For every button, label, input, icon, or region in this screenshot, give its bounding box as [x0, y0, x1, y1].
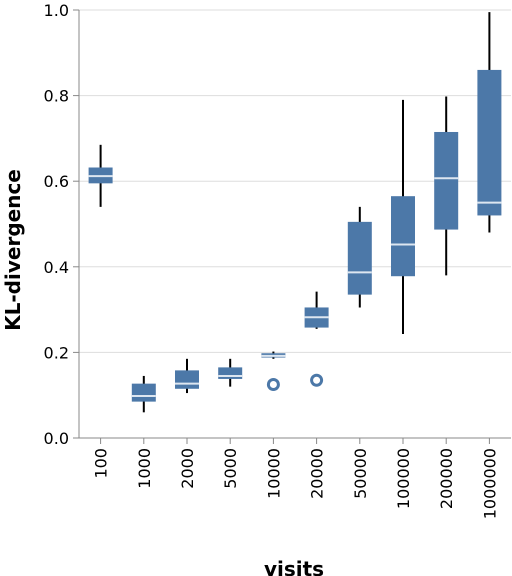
x-tick-label: 1000000	[480, 448, 499, 519]
box-iqr	[175, 370, 199, 389]
y-tick-label: 0.2	[44, 343, 69, 362]
box-plot-series	[88, 12, 502, 413]
x-axis-title: visits	[264, 557, 324, 576]
y-tick-label: 0.0	[44, 429, 69, 448]
outlier-point	[266, 378, 280, 391]
box-20000	[304, 291, 329, 387]
box-iqr	[131, 383, 156, 402]
box-5000	[218, 358, 243, 387]
box-iqr	[391, 196, 415, 277]
y-tick-label: 0.8	[44, 87, 69, 106]
x-tick-label: 50000	[351, 448, 370, 499]
x-tick-label: 20000	[308, 448, 327, 499]
box-iqr	[218, 367, 243, 379]
y-tick-label: 0.6	[44, 172, 69, 191]
box-iqr	[434, 131, 459, 230]
y-tick-label: 1.0	[44, 1, 69, 20]
box-2000	[175, 358, 199, 394]
box-200000	[434, 96, 459, 276]
box-50000	[347, 206, 372, 308]
x-tick-label: 5000	[221, 448, 240, 489]
x-tick-label: 100000	[394, 448, 413, 509]
x-tick-label: 100	[92, 448, 111, 479]
y-tick-label: 0.4	[44, 258, 69, 277]
box-iqr	[477, 69, 502, 216]
box-100	[88, 144, 113, 207]
box-1000000	[477, 12, 502, 233]
outlier-point	[310, 373, 324, 387]
axes: 0.0 0.2 0.4 0.6 0.8 1.0 100 1000 2000 5000 10000 20…	[44, 1, 511, 519]
box-10000	[261, 351, 286, 391]
x-tick-label: 2000	[178, 448, 197, 489]
box-iqr	[347, 221, 372, 295]
x-tick-label: 10000	[264, 448, 283, 499]
x-tick-label: 1000	[135, 448, 154, 489]
x-tick-label: 200000	[437, 448, 456, 509]
y-axis-title: KL-divergence	[1, 169, 25, 331]
box-100000	[391, 99, 415, 334]
box-1000	[131, 375, 156, 413]
